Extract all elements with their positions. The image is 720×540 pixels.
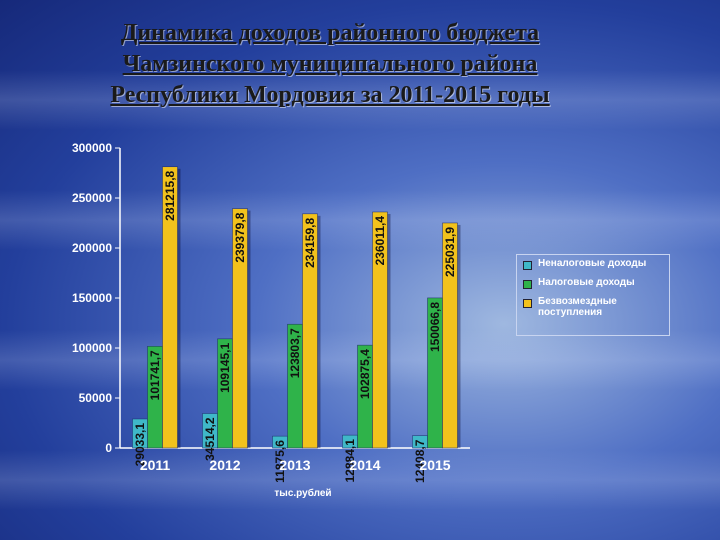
data-label-2011-s0: 29033,1 — [133, 423, 147, 467]
y-tick-label-3: 150000 — [72, 291, 112, 305]
data-label-2012-s1: 109145,1 — [218, 343, 232, 393]
x-tick-label-2011: 2011 — [140, 457, 171, 473]
title-line-3: Республики Мордовия за 2011-2015 годы — [110, 82, 550, 108]
data-label-2014-s1: 102875,4 — [358, 349, 372, 399]
y-tick-label-4: 100000 — [72, 341, 112, 355]
bar-2015-s2 — [442, 222, 458, 449]
title-line-1: Динамика доходов районного бюджета — [120, 20, 540, 46]
data-label-2015-s1: 150066,8 — [428, 302, 442, 352]
bar-2011-s2 — [162, 166, 178, 449]
legend-swatch-grants — [523, 299, 532, 308]
data-label-2012-s2: 239379,8 — [233, 212, 247, 262]
x-tick-label-2012: 2012 — [209, 457, 240, 473]
x-tick-label-2015: 2015 — [419, 457, 450, 473]
data-label-2012-s0: 34514,2 — [203, 417, 217, 461]
bar-2013-s2 — [302, 213, 318, 449]
y-tick-label-0: 300000 — [72, 141, 112, 155]
legend-label-nontax: Неналоговые доходы — [538, 258, 647, 269]
x-tick-label-2014: 2014 — [349, 457, 380, 473]
legend-label-tax: Налоговые доходы — [538, 277, 635, 288]
y-tick-label-5: 50000 — [79, 391, 113, 405]
legend-label-grants: Безвозмездные поступления — [538, 296, 617, 318]
legend-item-nontax: Неналоговые доходы — [523, 258, 663, 270]
data-label-2013-s1: 123803,7 — [288, 328, 302, 378]
data-label-2013-s2: 234159,8 — [303, 218, 317, 268]
bar-2014-s2 — [372, 211, 388, 449]
data-label-2015-s2: 225031,9 — [443, 227, 457, 277]
y-tick-label-2: 200000 — [72, 241, 112, 255]
legend-swatch-tax — [523, 280, 532, 289]
x-axis-title: тыс.рублей — [274, 487, 331, 499]
y-tick-label-1: 250000 — [72, 191, 112, 205]
data-label-2011-s2: 281215,8 — [163, 170, 177, 220]
legend-item-tax: Налоговые доходы — [523, 277, 663, 289]
legend-swatch-nontax — [523, 261, 532, 270]
data-label-2011-s1: 101741,7 — [148, 350, 162, 400]
data-label-2014-s0: 12884,1 — [343, 439, 357, 483]
bar-2012-s2 — [232, 208, 248, 449]
data-label-2015-s0: 12408,7 — [413, 439, 427, 483]
title-line-2: Чамзинского муниципального района — [122, 51, 538, 77]
legend-item-grants: Безвозмездные поступления — [523, 296, 663, 318]
x-tick-label-2013: 2013 — [279, 457, 310, 473]
y-tick-label-6: 0 — [105, 441, 112, 455]
chart-title: Динамика доходов районного бюджета Чамзи… — [30, 18, 630, 111]
chart-legend: Неналоговые доходы Налоговые доходы Безв… — [516, 254, 670, 336]
data-label-2013-s0: 11875,6 — [273, 440, 287, 483]
data-label-2014-s2: 236011,4 — [373, 216, 387, 266]
